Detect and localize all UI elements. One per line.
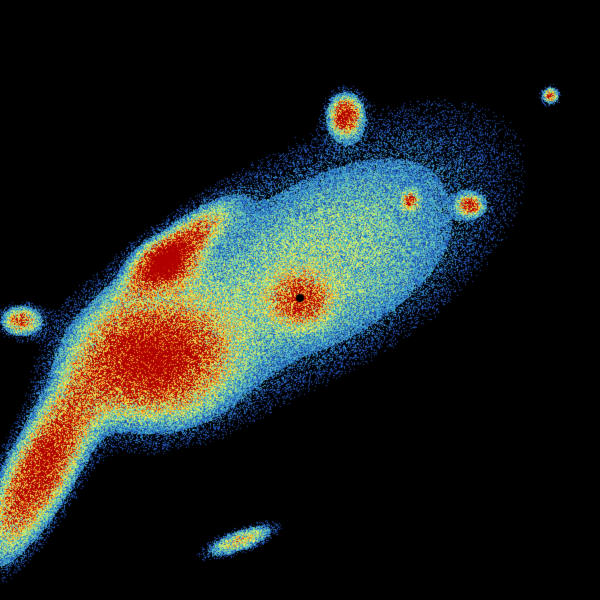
radar-reflectivity-image — [0, 0, 600, 600]
